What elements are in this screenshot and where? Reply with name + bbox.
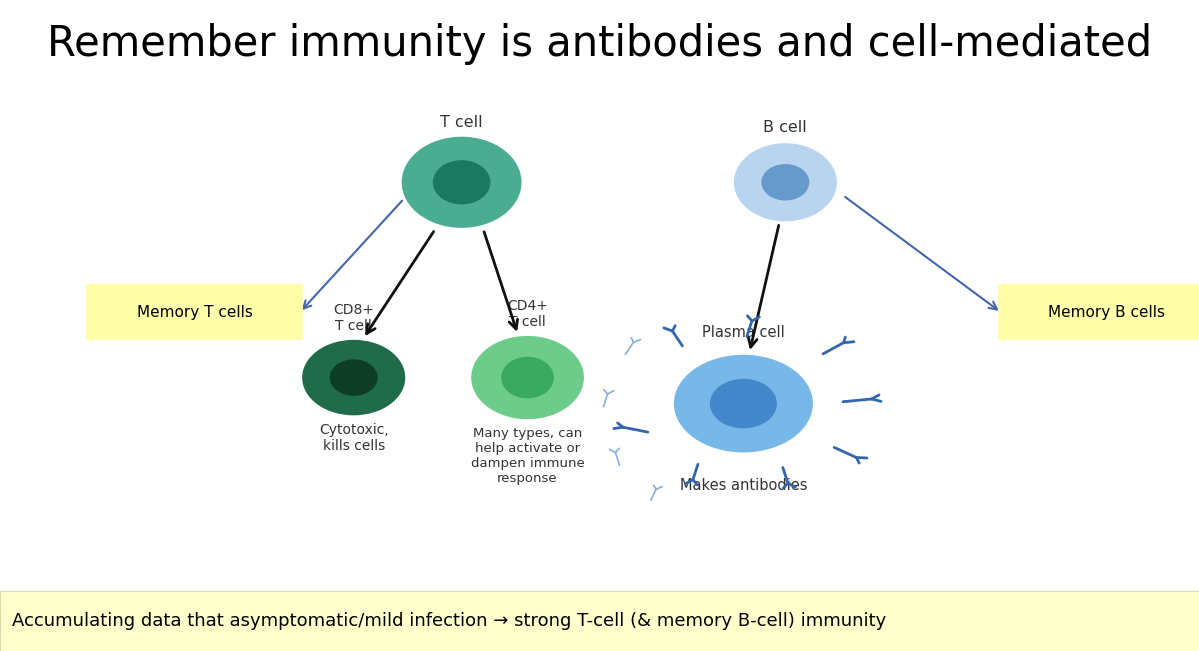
Ellipse shape: [710, 379, 777, 428]
Ellipse shape: [501, 357, 554, 398]
Text: Memory T cells: Memory T cells: [137, 305, 253, 320]
Ellipse shape: [471, 336, 584, 419]
Ellipse shape: [761, 164, 809, 201]
Text: Plasma cell: Plasma cell: [701, 325, 785, 340]
Ellipse shape: [330, 359, 378, 396]
FancyBboxPatch shape: [86, 284, 303, 340]
Text: Cytotoxic,
kills cells: Cytotoxic, kills cells: [319, 423, 388, 453]
FancyBboxPatch shape: [998, 284, 1199, 340]
Text: B cell: B cell: [764, 120, 807, 135]
Text: Makes antibodies: Makes antibodies: [680, 478, 807, 493]
Text: Accumulating data that asymptomatic/mild infection → strong T-cell (& memory B-c: Accumulating data that asymptomatic/mild…: [12, 612, 886, 630]
Text: T cell: T cell: [440, 115, 483, 130]
Text: CD8+
T cell: CD8+ T cell: [333, 303, 374, 333]
Ellipse shape: [674, 355, 813, 452]
FancyBboxPatch shape: [0, 591, 1199, 651]
Ellipse shape: [734, 143, 837, 221]
Text: Memory B cells: Memory B cells: [1048, 305, 1164, 320]
Ellipse shape: [402, 137, 522, 228]
Ellipse shape: [433, 160, 490, 204]
Ellipse shape: [302, 340, 405, 415]
Text: Many types, can
help activate or
dampen immune
response: Many types, can help activate or dampen …: [471, 427, 584, 485]
Text: Remember immunity is antibodies and cell-mediated: Remember immunity is antibodies and cell…: [47, 23, 1152, 65]
Text: CD4+
T cell: CD4+ T cell: [507, 299, 548, 329]
